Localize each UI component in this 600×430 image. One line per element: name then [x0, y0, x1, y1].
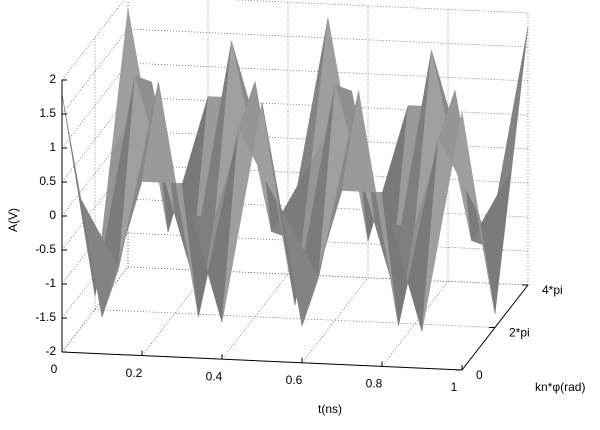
x-tick-label: 1 [451, 380, 458, 394]
z-tick-label: 1 [49, 140, 56, 154]
y-tick-label: 0 [476, 368, 483, 382]
x-tick-label: 0.6 [286, 373, 303, 387]
grid-line [221, 273, 289, 360]
x-tick-label: 0 [51, 362, 58, 376]
z-tick-label: -0.5 [35, 242, 56, 256]
z-axis-label: A(V) [6, 208, 20, 232]
x-axis [61, 351, 463, 371]
y-tick-label: 2*pi [509, 326, 530, 340]
z-tick-label: 2 [49, 72, 56, 86]
y-axis-label: kn*φ(rad) [535, 380, 585, 394]
grid-line [127, 266, 529, 286]
surface-cell [421, 111, 479, 332]
z-tick-label: 0 [49, 208, 56, 222]
z-tick-label: 1.5 [39, 106, 56, 120]
x-axis-label: t(ns) [318, 402, 342, 416]
z-tick-label: -2 [45, 344, 56, 358]
y-tick-label: 4*pi [542, 283, 563, 297]
grid-line [127, 96, 529, 116]
z-tick-label: 0.5 [39, 174, 56, 188]
x-tick-label: 0.4 [206, 369, 223, 383]
z-tick-label: -1.5 [35, 310, 56, 324]
z-tick-label: -1 [45, 276, 56, 290]
grid-line [127, 62, 529, 82]
grid-line [127, 28, 529, 48]
grid-line [61, 0, 125, 81]
x-tick-label: 0.2 [126, 366, 143, 380]
x-tick-label: 0.8 [366, 377, 383, 391]
grid-line [231, 0, 529, 14]
grid-line [94, 309, 496, 328]
